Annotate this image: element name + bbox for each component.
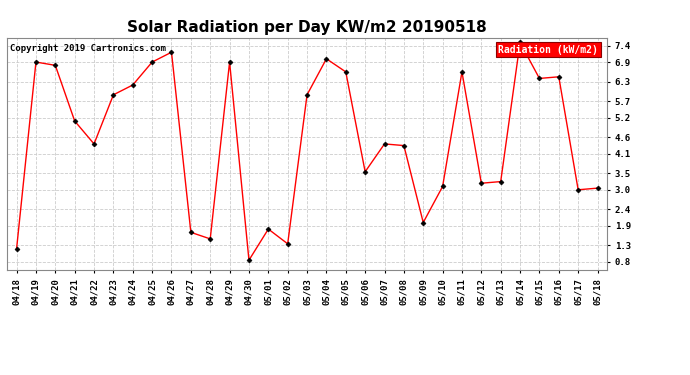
Text: Radiation (kW/m2): Radiation (kW/m2)	[498, 45, 598, 54]
Title: Solar Radiation per Day KW/m2 20190518: Solar Radiation per Day KW/m2 20190518	[127, 20, 487, 35]
Text: Copyright 2019 Cartronics.com: Copyright 2019 Cartronics.com	[10, 45, 166, 54]
